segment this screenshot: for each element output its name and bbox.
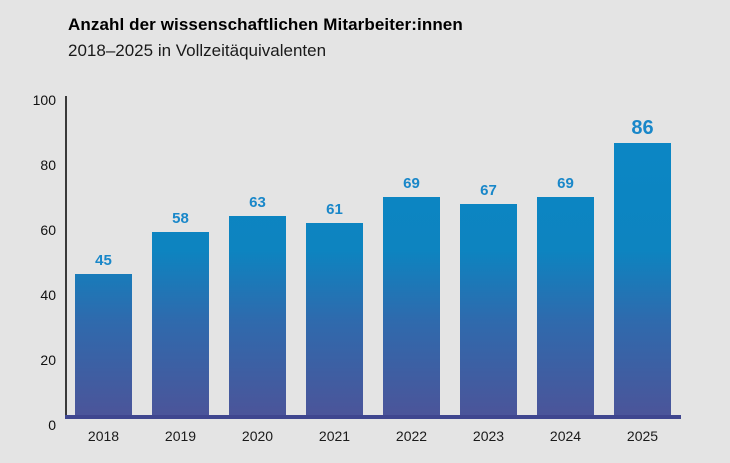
bar-2020 xyxy=(229,216,286,418)
x-axis-label-2018: 2018 xyxy=(87,428,120,444)
x-axis-label-2023: 2023 xyxy=(472,428,505,444)
bar-value-label: 69 xyxy=(557,175,574,192)
bar-value-label: 45 xyxy=(95,252,112,269)
x-axis-label-2019: 2019 xyxy=(164,428,197,444)
bar-group-2024: 69 xyxy=(537,175,594,418)
y-axis-tick-label: 20 xyxy=(40,352,56,368)
bar-group-2022: 69 xyxy=(383,175,440,418)
bar-2023 xyxy=(460,204,517,418)
y-axis-tick-label: 80 xyxy=(40,157,56,173)
x-axis-baseline xyxy=(65,415,681,419)
bar-2019 xyxy=(152,232,209,418)
chart-title: Anzahl der wissenschaftlichen Mitarbeite… xyxy=(68,15,463,34)
y-axis-tick-label: 40 xyxy=(40,287,56,303)
bar-group-2023: 67 xyxy=(460,182,517,418)
chart-header: Anzahl der wissenschaftlichen Mitarbeite… xyxy=(68,12,463,64)
bar-2024 xyxy=(537,197,594,418)
bar-2018 xyxy=(75,274,132,418)
bar-group-2019: 58 xyxy=(152,210,209,418)
bar-group-2020: 63 xyxy=(229,194,286,418)
x-axis-label-2021: 2021 xyxy=(318,428,351,444)
x-axis-label-2020: 2020 xyxy=(241,428,274,444)
bar-value-label: 61 xyxy=(326,201,343,218)
bar-value-label: 63 xyxy=(249,194,266,211)
y-axis-tick-label: 100 xyxy=(32,92,56,108)
bar-group-2021: 61 xyxy=(306,201,363,418)
bar-value-label: 67 xyxy=(480,182,497,199)
x-axis-label-2022: 2022 xyxy=(395,428,428,444)
y-axis-tick-label: 60 xyxy=(40,222,56,238)
bar-value-label: 58 xyxy=(172,210,189,227)
bar-value-label: 69 xyxy=(403,175,420,192)
bar-group-2025: 86 xyxy=(614,117,671,418)
y-axis-tick-label: 0 xyxy=(48,417,56,433)
x-axis-label-2024: 2024 xyxy=(549,428,582,444)
bar-value-label: 86 xyxy=(631,117,654,139)
bar-2022 xyxy=(383,197,440,418)
bar-2021 xyxy=(306,223,363,418)
bar-2025 xyxy=(614,143,671,418)
x-axis-label-2025: 2025 xyxy=(626,428,659,444)
y-axis-line xyxy=(65,96,67,418)
chart-subtitle: 2018–2025 in Vollzeitäquivalenten xyxy=(68,41,327,60)
bar-group-2018: 45 xyxy=(75,252,132,418)
